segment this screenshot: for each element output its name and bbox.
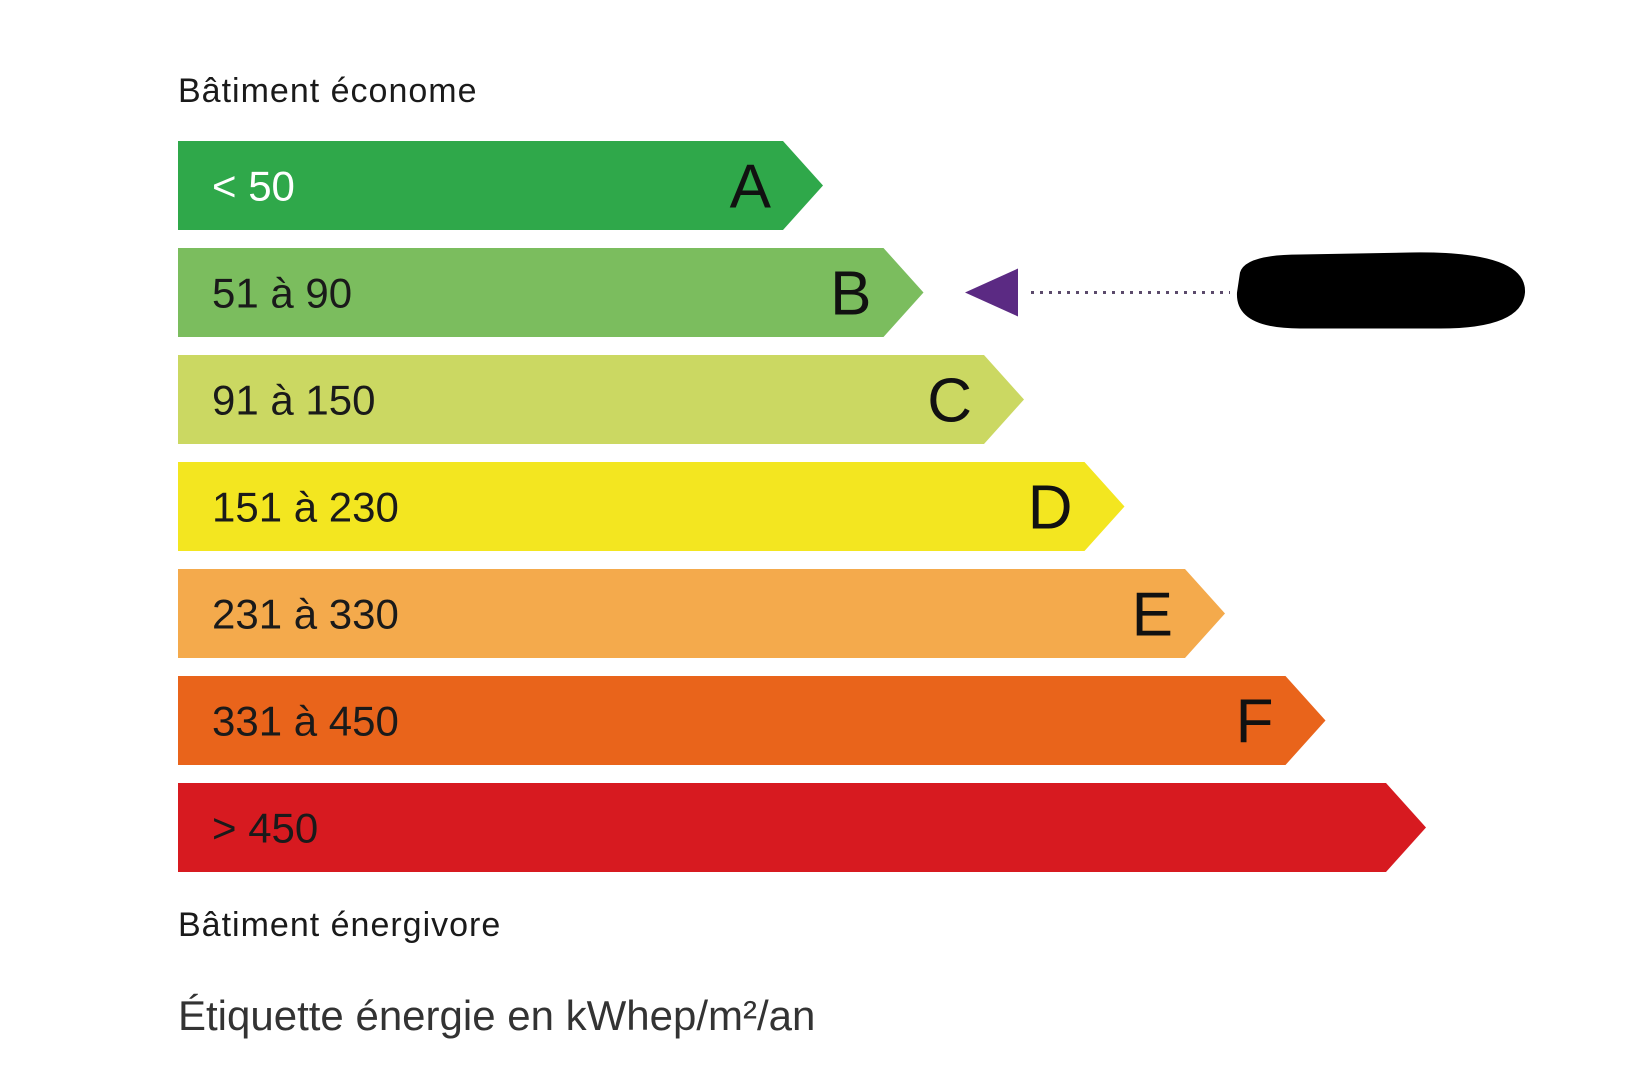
bottom-label: Bâtiment énergivore bbox=[178, 906, 502, 944]
bar-b bbox=[178, 248, 924, 337]
range-label-e: 231 à 330 bbox=[212, 591, 399, 638]
class-letter-c: C bbox=[927, 367, 972, 436]
unit-label: Étiquette énergie en kWhep/m²/an bbox=[178, 992, 816, 1039]
bar-g bbox=[178, 783, 1426, 872]
bar-d bbox=[178, 462, 1125, 551]
bar-a bbox=[178, 141, 823, 230]
class-letter-f: F bbox=[1236, 688, 1274, 757]
range-label-a: < 50 bbox=[212, 163, 295, 210]
bar-e bbox=[178, 569, 1225, 658]
bar-f bbox=[178, 676, 1326, 765]
redacted-value-blob bbox=[1236, 252, 1526, 329]
range-label-c: 91 à 150 bbox=[212, 377, 376, 424]
class-letter-d: D bbox=[1028, 474, 1073, 543]
range-label-d: 151 à 230 bbox=[212, 484, 399, 531]
indicator-arrow bbox=[965, 268, 1018, 317]
bar-c bbox=[178, 355, 1024, 444]
class-letter-a: A bbox=[730, 153, 772, 222]
class-letter-e: E bbox=[1132, 581, 1173, 650]
range-label-b: 51 à 90 bbox=[212, 270, 352, 317]
top-label: Bâtiment économe bbox=[178, 72, 478, 110]
class-letter-b: B bbox=[830, 260, 871, 329]
range-label-g: > 450 bbox=[212, 805, 318, 852]
range-label-f: 331 à 450 bbox=[212, 698, 399, 745]
